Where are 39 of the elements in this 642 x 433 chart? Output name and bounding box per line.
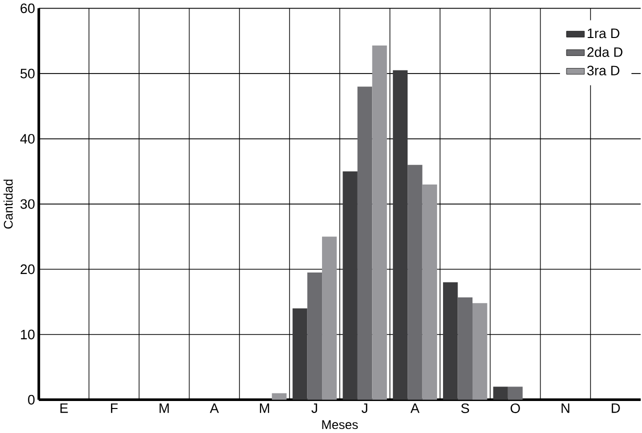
y-axis-title: Cantidad	[4, 180, 13, 229]
bar	[508, 386, 523, 400]
legend-label: 2da D	[587, 47, 622, 58]
bar	[422, 184, 438, 400]
bar	[408, 165, 422, 400]
y-tick-label: 30	[20, 199, 35, 210]
x-tick-label: A	[410, 404, 420, 414]
y-tick-label: 40	[20, 134, 35, 144]
x-tick-label: O	[510, 404, 520, 414]
bar	[322, 236, 337, 400]
bar	[292, 308, 308, 400]
y-tick-label: 60	[20, 4, 35, 14]
legend-label: 1ra D	[588, 28, 620, 38]
y-tick-label: 10	[20, 330, 35, 340]
y-tick-label: 50	[20, 68, 35, 79]
bar	[472, 303, 488, 400]
bar	[392, 70, 408, 400]
bar	[458, 298, 472, 400]
y-tick-label: 20	[20, 264, 35, 274]
x-tick-label: S	[461, 404, 470, 414]
bar	[357, 86, 372, 400]
x-tick-label: M	[260, 404, 270, 414]
x-tick-label: M	[160, 404, 169, 414]
x-tick-label: J	[311, 404, 318, 414]
legend-label: 3ra D	[587, 66, 620, 76]
bar	[372, 46, 387, 400]
bar	[443, 282, 458, 400]
x-axis-title: Meses	[322, 420, 358, 430]
bar	[342, 172, 358, 400]
x-tick-label: E	[60, 404, 68, 414]
x-tick-label: D	[612, 404, 620, 414]
y-tick-label: 0	[28, 395, 35, 405]
x-tick-label: F	[110, 404, 118, 414]
bar	[307, 272, 322, 400]
x-tick-label: N	[562, 404, 570, 414]
bar	[493, 386, 508, 400]
x-tick-label: J	[362, 404, 368, 414]
bar	[272, 393, 287, 400]
x-tick-label: A	[210, 404, 219, 414]
